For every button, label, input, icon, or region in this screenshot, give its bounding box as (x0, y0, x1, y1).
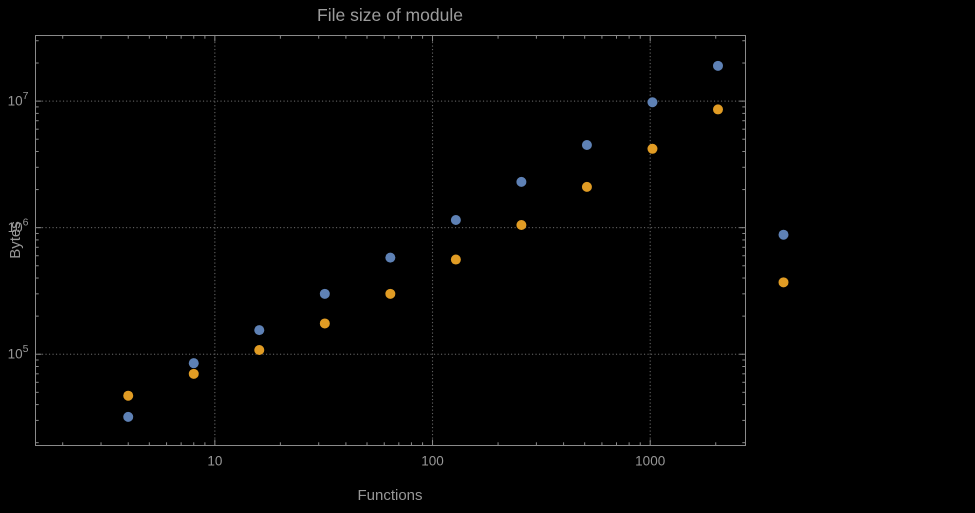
data-point-blue (123, 411, 134, 422)
data-point-blue (712, 60, 723, 71)
y-tick-label: 105 (8, 343, 29, 362)
data-point-orange (188, 368, 199, 379)
data-point-orange (385, 288, 396, 299)
data-point-blue (319, 288, 330, 299)
data-point-orange (647, 143, 658, 154)
data-point-blue (516, 176, 527, 187)
data-point-orange (712, 104, 723, 115)
data-point-blue (254, 325, 265, 336)
data-point-blue (450, 214, 461, 225)
data-point-orange (123, 390, 134, 401)
data-point-orange (319, 318, 330, 329)
y-axis-label: Bytes (7, 221, 24, 259)
data-point-orange (450, 254, 461, 265)
data-point-blue (385, 252, 396, 263)
plot-frame (35, 35, 746, 446)
data-point-blue (581, 140, 592, 151)
data-point-orange (254, 344, 265, 355)
x-axis-label: Functions (357, 487, 423, 504)
x-tick-label: 100 (421, 454, 444, 469)
x-tick-label: 10 (207, 454, 222, 469)
y-tick-label: 107 (8, 90, 29, 109)
x-tick-label: 1000 (635, 454, 665, 469)
chart-title: File size of module (317, 5, 463, 25)
data-point-orange (516, 219, 527, 230)
data-point-orange (581, 181, 592, 192)
data-point-blue (188, 358, 199, 369)
data-point-blue (647, 97, 658, 108)
data-point-blue (778, 229, 789, 240)
y-tick-label: 106 (8, 217, 29, 236)
data-point-orange (778, 277, 789, 288)
